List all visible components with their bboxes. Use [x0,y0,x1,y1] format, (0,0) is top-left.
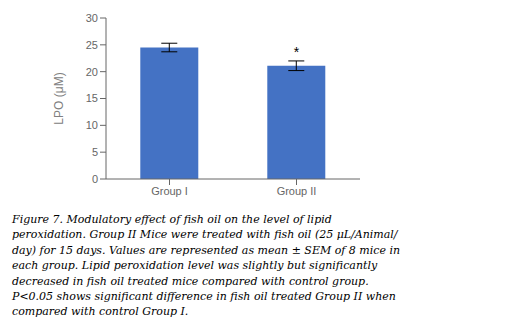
svg-text:LPO (μM): LPO (μM) [52,72,66,124]
html-text:Figure 7. Modulatory effect of: Figure 7. Modulatory effect of fish oil … [12,213,332,226]
html-text:peroxidation. Group II Mice we: peroxidation. Group II Mice were treated… [12,228,398,242]
html-text:compared with control Group I.: compared with control Group I. [12,305,189,319]
html-text:each group. Lipid peroxidation: each group. Lipid peroxidation level was… [12,259,378,273]
html-text:decreased in fish oil treated: decreased in fish oil treated mice compa… [12,274,369,288]
html-text:day) for 15 days. Values are r: day) for 15 days. Values are represented… [12,243,401,257]
svg-text:5: 5 [92,146,98,158]
svg-text:0: 0 [92,173,98,185]
svg-text:25: 25 [86,39,98,51]
html-text:P<0.05 shows significant diffe: P<0.05 shows significant difference in f… [12,290,396,303]
svg-text:15: 15 [86,92,98,104]
svg-text:30: 30 [86,12,98,24]
svg-text:Group II: Group II [277,185,317,197]
svg-text:*: * [294,44,300,60]
svg-text:10: 10 [86,119,98,131]
svg-text:20: 20 [86,66,98,78]
svg-text:Group I: Group I [151,185,188,197]
